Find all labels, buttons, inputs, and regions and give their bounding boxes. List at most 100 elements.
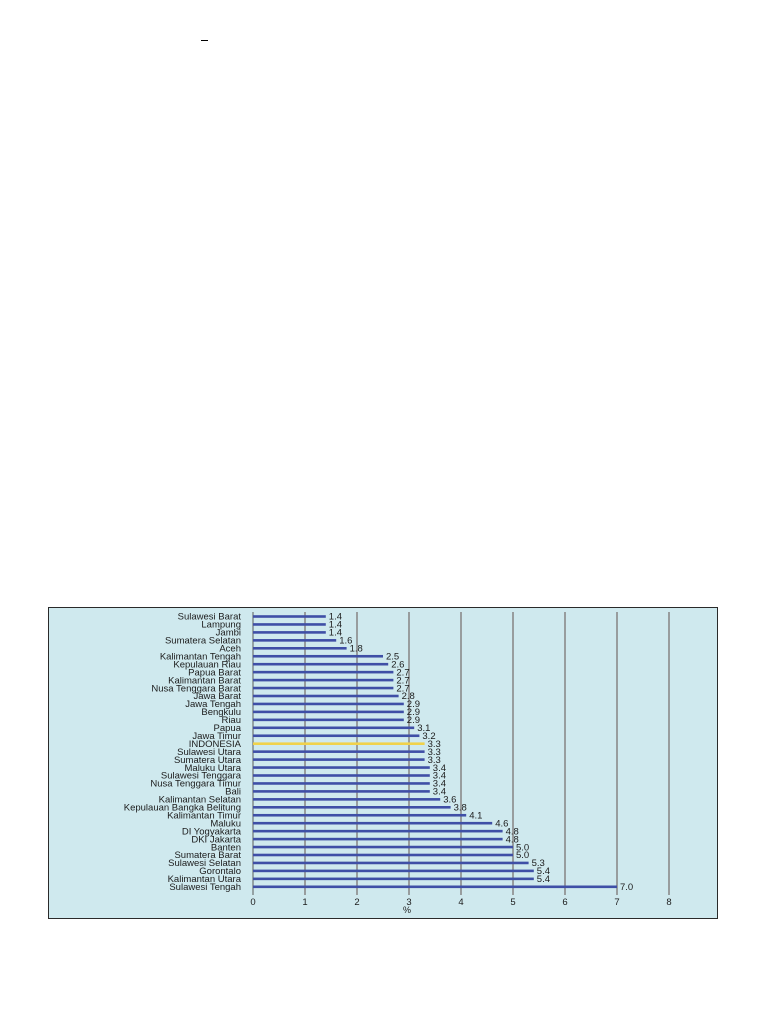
bar-10 [253,694,399,698]
value-label-19: 3.4 [433,763,446,774]
value-label-12: 2.9 [407,707,420,718]
bar-14 [253,726,415,730]
bar-23 [253,798,441,801]
x-tick-label-3: 3 [406,897,411,908]
category-label-6: Kepulauan Riau [173,659,241,670]
x-tick-label-1: 1 [302,897,307,908]
bar-13 [253,718,404,722]
category-label-15: Jawa Timur [192,731,241,742]
x-tick-label-8: 8 [666,897,671,908]
bar-22 [253,790,430,793]
category-label-21: Nusa Tenggara Timur [150,779,241,790]
bar-26 [253,821,493,825]
value-label-0: 1.4 [329,612,342,623]
value-label-14: 3.1 [417,723,430,734]
value-label-30: 5.0 [516,850,529,861]
value-labels: 1.41.41.41.61.82.52.62.72.72.72.82.92.92… [329,612,633,893]
value-label-18: 3.3 [428,755,441,766]
value-label-21: 3.4 [433,779,446,790]
category-label-26: Maluku [210,818,241,829]
value-label-6: 2.6 [391,659,404,670]
bar-31 [253,861,529,865]
bar-chart-panel: Sulawesi Barat Lampung Jambi Sumatera Selat… [48,607,718,919]
bar-0 [253,615,326,618]
category-label-16: INDONESIA [189,739,242,750]
category-label-7: Papua Barat [188,667,241,678]
value-label-23: 3.6 [443,795,456,806]
value-label-29: 5.0 [516,842,529,853]
value-label-27: 4.8 [506,826,519,837]
bar-20 [253,774,430,777]
value-label-34: 7.0 [620,882,633,893]
bar-27 [253,829,503,833]
bar-29 [253,845,513,849]
bar-12 [253,710,404,714]
value-label-24: 3.8 [454,803,467,814]
bar-7 [253,670,394,674]
value-label-28: 4.8 [506,834,519,845]
value-label-15: 3.2 [422,731,435,742]
page-mark [201,40,208,41]
bars [253,615,617,889]
value-label-13: 2.9 [407,715,420,726]
bar-2 [253,631,326,634]
category-label-27: DI Yogyakarta [182,826,242,837]
value-label-32: 5.4 [537,866,550,877]
bar-9 [253,686,394,690]
value-label-11: 2.9 [407,699,420,710]
bar-6 [253,662,389,666]
value-label-7: 2.7 [396,667,409,678]
value-label-2: 1.4 [329,628,342,639]
x-tick-label-7: 7 [614,897,619,908]
value-label-4: 1.8 [350,644,363,655]
value-label-8: 2.7 [396,675,409,686]
value-label-20: 3.4 [433,771,446,782]
x-tick-label-4: 4 [458,897,463,908]
category-label-10: Jawa Barat [193,691,241,702]
gridlines [252,612,670,895]
category-label-2: Jambi [216,628,241,639]
bar-28 [253,837,503,841]
category-label-13: Riau [221,715,241,726]
value-label-17: 3.3 [428,747,441,758]
value-label-25: 4.1 [469,810,482,821]
category-label-11: Jawa Tengah [185,699,241,710]
value-label-33: 5.4 [537,874,550,885]
category-label-14: Papua [214,723,242,734]
bar-24 [253,806,451,809]
value-label-5: 2.5 [386,651,399,662]
category-label-3: Sumatera Selatan [165,636,241,647]
category-label-25: Kalimantan Timur [167,810,241,821]
bar-11 [253,702,404,706]
category-label-12: Bengkulu [201,707,241,718]
x-tick-label-2: 2 [354,897,359,908]
category-label-8: Kalimantan Barat [168,675,241,686]
value-label-10: 2.8 [402,691,415,702]
value-label-22: 3.4 [433,787,446,798]
bar-32 [253,869,534,873]
category-label-28: DKI Jakarta [191,834,241,845]
x-tick-label-0: 0 [250,897,255,908]
category-label-30: Sumatera Barat [174,850,241,861]
bar-3 [253,639,337,642]
x-axis-title: % [403,905,411,915]
category-label-29: Banten [211,842,241,853]
value-label-9: 2.7 [396,683,409,694]
category-label-34: Sulawesi Tengah [169,882,241,893]
bar-33 [253,877,534,881]
category-label-32: Gorontalo [199,866,241,877]
bar-5 [253,654,383,658]
category-label-31: Sulawesi Selatan [168,858,241,869]
category-label-5: Kalimantan Tengah [160,651,241,662]
category-label-9: Nusa Tenggara Barat [151,683,241,694]
bar-34 [253,885,617,889]
x-tick-label-6: 6 [562,897,567,908]
category-label-18: Sumatera Utara [174,755,242,766]
bar-1 [253,623,326,626]
bar-15 [253,734,420,738]
bar-19 [253,766,430,769]
x-axis-ticks: 0 1 2 3 4 5 6 7 8 [250,897,671,908]
value-label-26: 4.6 [495,818,508,829]
